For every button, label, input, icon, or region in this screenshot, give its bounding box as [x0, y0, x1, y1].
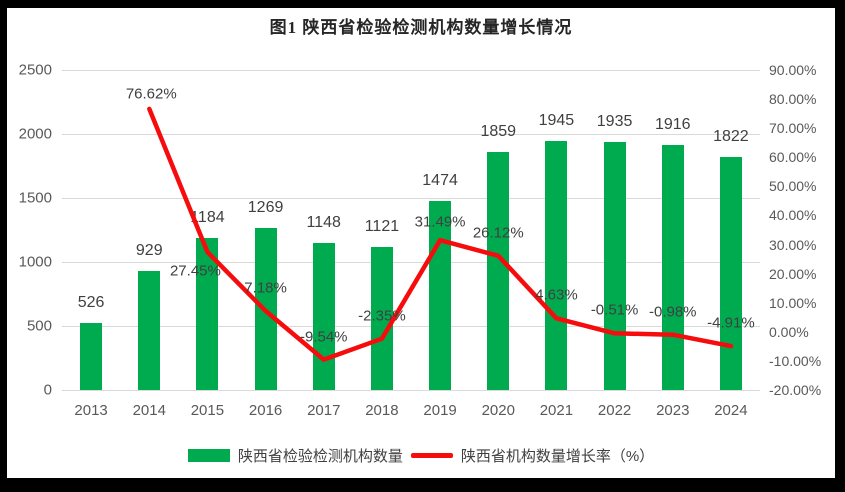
x-axis-tick: 2016 [248, 402, 283, 419]
x-axis-tick: 2019 [423, 402, 457, 419]
y-axis-left-tick: 2000 [18, 125, 52, 143]
gridline [62, 261, 760, 263]
growth-point-label: 7.18% [244, 279, 287, 297]
growth-point-label: -9.54% [299, 328, 348, 346]
bar-2021 [545, 141, 568, 390]
growth-point-label: -2.35% [358, 307, 406, 325]
plot-area: 526 929 1184 1269 1148 1121 1474 1859 1945 1935 19… [19, 62, 822, 420]
gridline [62, 197, 760, 199]
bar-value-label: 1935 [596, 113, 633, 131]
bar-value-label: 1269 [247, 198, 284, 216]
x-axis-tick: 2017 [307, 402, 341, 419]
bar-2020 [487, 152, 510, 390]
bar-value-label: 929 [135, 242, 163, 260]
gridline [62, 325, 760, 327]
y-axis-right-tick: 40.00% [769, 207, 817, 224]
y-axis-right-tick: 20.00% [769, 265, 817, 282]
legend-line-swatch [410, 452, 453, 458]
bar-value-label: 1184 [190, 209, 225, 227]
y-axis-left-tick: 500 [26, 317, 52, 335]
x-axis-tick: 2013 [74, 402, 108, 419]
y-axis-right-tick: 60.00% [769, 149, 817, 166]
x-axis-tick: 2021 [539, 402, 574, 419]
bar-2018 [370, 246, 393, 390]
gridline [62, 133, 760, 135]
y-axis-right-tick: -20.00% [769, 382, 822, 398]
bar-value-label: 1916 [654, 115, 691, 133]
bar-2015 [196, 238, 219, 390]
bar-2014 [138, 271, 161, 390]
bar-value-label: 1148 [306, 214, 341, 232]
growth-point-label: 26.12% [472, 224, 524, 242]
legend-bar-label: 陕西省检验检测机构数量 [237, 447, 403, 465]
bar-value-label: 1945 [538, 112, 575, 130]
y-axis-right-tick: 70.00% [769, 120, 817, 137]
legend: 陕西省检验检测机构数量 陕西省机构数量增长率（%） [7, 444, 835, 466]
y-axis-right-tick: -10.00% [769, 352, 822, 369]
growth-line [147, 106, 734, 362]
y-axis-left-tick: 2500 [18, 61, 52, 79]
bar-2022 [603, 142, 626, 390]
y-axis-right-tick: 80.00% [769, 91, 817, 108]
growth-point-label: 31.49% [414, 213, 466, 231]
y-axis-right-tick: 0.00% [769, 323, 809, 340]
growth-point-label: -0.98% [648, 303, 697, 321]
bar-value-label: 526 [77, 293, 105, 311]
x-axis-tick: 2014 [132, 402, 166, 419]
growth-point-label: 76.62% [125, 85, 177, 103]
y-axis-left-tick: 0 [43, 381, 52, 399]
y-axis-right-tick: 50.00% [769, 178, 817, 195]
y-axis-right-tick: 30.00% [769, 236, 817, 253]
x-axis-tick: 2015 [190, 402, 225, 419]
legend-line-label: 陕西省机构数量增长率（%） [460, 447, 655, 465]
bar-value-label: 1822 [713, 127, 749, 145]
bar-value-label: 1121 [364, 217, 400, 235]
bar-2013 [80, 322, 103, 390]
growth-point-label: -4.91% [707, 314, 755, 332]
growth-point-label: 27.45% [169, 262, 221, 280]
growth-line-layer [147, 106, 734, 362]
y-axis-right-tick: 90.00% [769, 62, 817, 78]
chart-title: 图1 陕西省检验检测机构数量增长情况 [269, 18, 573, 37]
x-axis-tick: 2024 [714, 402, 748, 419]
growth-point-label: -0.51% [590, 301, 639, 319]
y-axis-right-tick: 10.00% [769, 294, 817, 311]
growth-point-label: 4.63% [535, 286, 578, 304]
bar-2023 [661, 144, 684, 390]
bar-2024 [719, 156, 742, 390]
y-axis-left-tick: 1000 [18, 253, 52, 271]
x-axis-tick: 2022 [597, 402, 632, 419]
chart-panel: 图1 陕西省检验检测机构数量增长情况 526 929 1184 1269 1148 112… [7, 8, 835, 478]
x-axis-tick: 2018 [365, 402, 399, 419]
gridline [62, 69, 760, 71]
y-axis-left-tick: 1500 [18, 189, 52, 207]
x-axis-tick: 2020 [481, 402, 515, 419]
bar-value-label: 1859 [480, 123, 517, 141]
x-axis-tick: 2023 [656, 402, 690, 419]
legend-bar-swatch [187, 448, 230, 462]
bar-value-label: 1474 [422, 172, 458, 190]
gridline [62, 389, 760, 391]
